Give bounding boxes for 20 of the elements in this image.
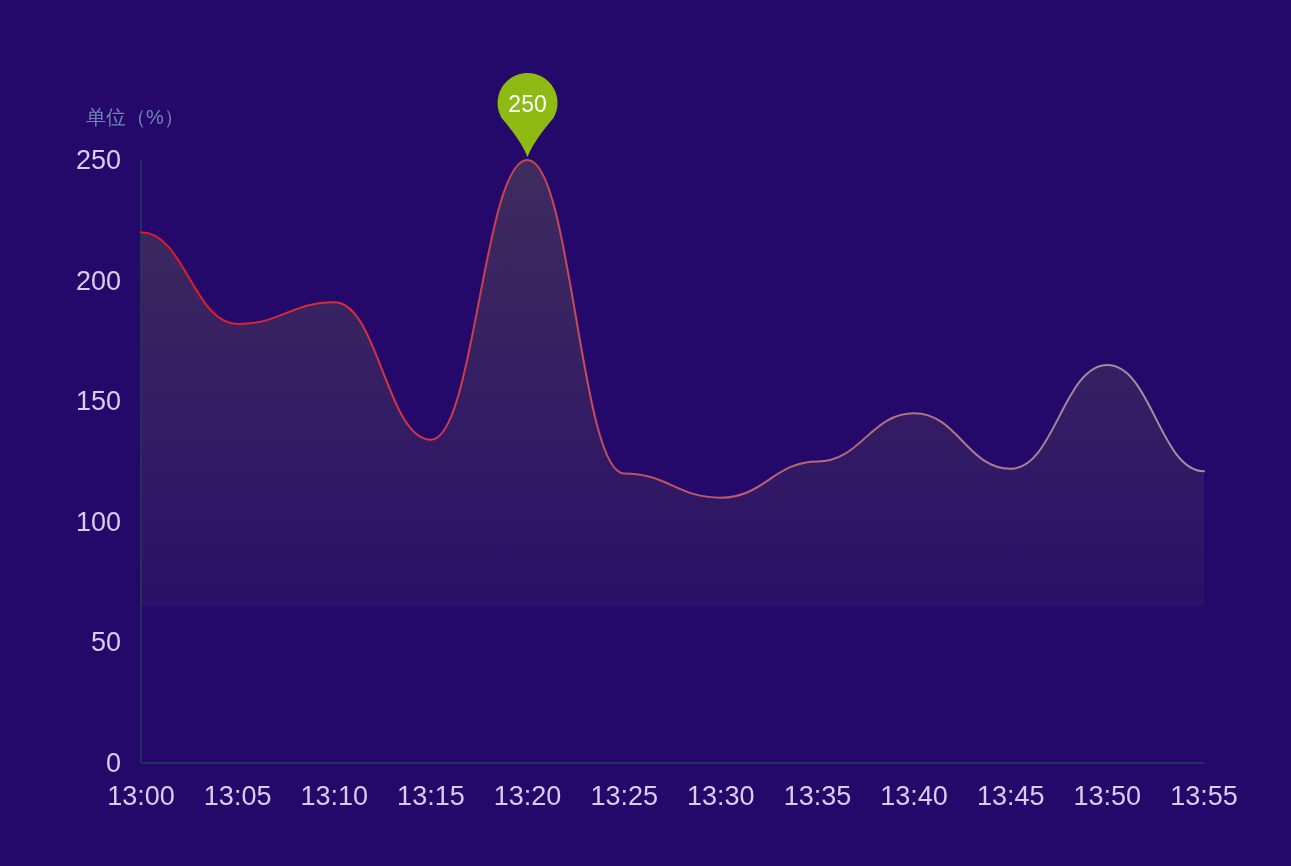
x-tick-label: 13:30 [687, 781, 755, 811]
x-tick-label: 13:50 [1073, 781, 1142, 811]
y-tick-label: 250 [75, 145, 121, 175]
x-tick-label: 13:05 [203, 781, 272, 811]
x-tick-label: 13:35 [783, 781, 852, 811]
annotation: 250 [508, 91, 547, 117]
y-tick-label: 100 [75, 506, 121, 537]
x-tick-label: 13:20 [493, 781, 562, 811]
y-tick-label: 0 [105, 748, 121, 778]
y-tick-label: 200 [75, 265, 121, 296]
x-tick-label: 13:25 [590, 781, 658, 811]
x-tick-label: 13:55 [1170, 781, 1238, 811]
x-tick-label: 13:45 [976, 781, 1045, 811]
y-axis-title: 单位（%） [86, 106, 184, 128]
y-tick-label: 50 [90, 627, 121, 658]
x-tick-label: 13:40 [880, 781, 948, 811]
x-tick-label: 13:10 [300, 781, 369, 811]
y-tick-label: 150 [75, 386, 121, 417]
x-tick-label: 13:15 [397, 781, 465, 811]
x-tick-label: 13:00 [107, 781, 175, 811]
